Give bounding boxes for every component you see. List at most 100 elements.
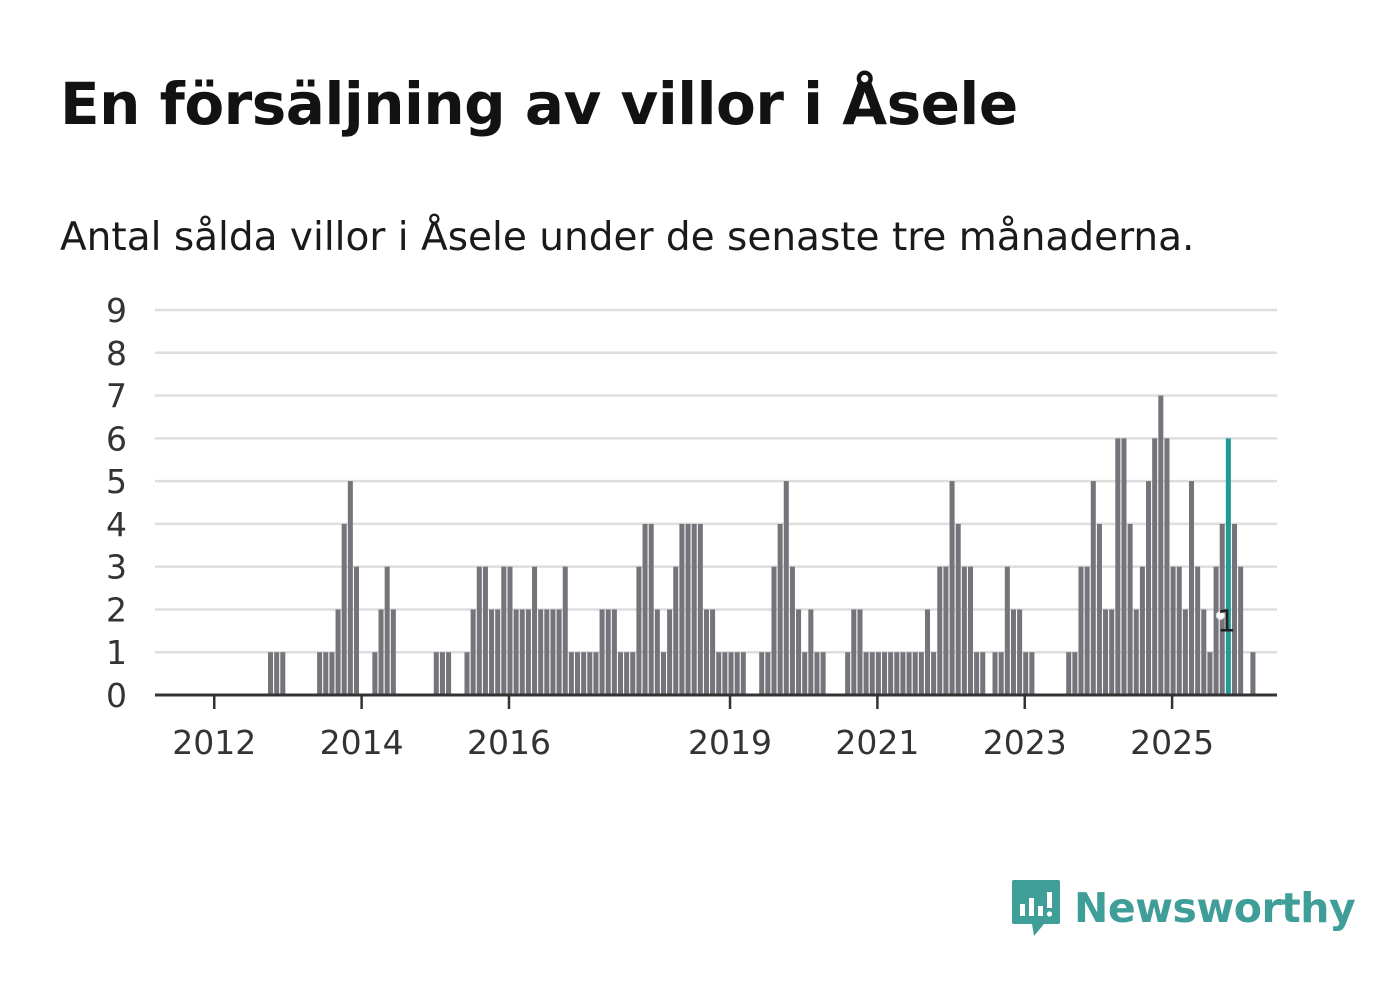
bar [918,652,924,695]
bar [1238,566,1244,695]
y-tick-label: 8 [106,334,127,373]
bar [1004,566,1010,695]
bar [980,652,986,695]
bar [949,481,955,695]
bar [820,652,826,695]
y-tick-label: 6 [106,419,127,458]
bar [1066,652,1072,695]
bar [1158,395,1164,695]
bar [888,652,894,695]
bar [789,566,795,695]
bar [667,609,673,695]
x-tick-label: 2021 [835,723,919,762]
bar [1078,566,1084,695]
bar [372,652,378,695]
bar [1176,566,1182,695]
bar [630,652,636,695]
newsworthy-logo: Newsworthy [1010,878,1356,938]
bar [390,609,396,695]
x-tick-label: 2012 [172,723,256,762]
bar [268,652,274,695]
x-tick-label: 2019 [688,723,772,762]
bar [869,652,875,695]
bar [955,523,961,695]
bar [924,609,931,695]
y-tick-label: 7 [106,377,127,416]
bar [532,566,538,695]
bar [802,652,808,695]
bar [513,609,519,695]
bar [728,652,734,695]
bar [446,652,452,695]
bar [1182,609,1188,695]
bar [1189,481,1195,695]
bar [967,566,973,695]
x-tick-label: 2014 [320,723,404,762]
bar [433,652,439,695]
bar [673,566,679,695]
bar [384,566,390,695]
bar [931,652,937,695]
bar [740,652,746,695]
bar [1109,609,1115,695]
bar [765,652,771,695]
bar [851,609,857,695]
bar [906,652,912,695]
newsworthy-chart-icon [1012,880,1060,936]
bar [808,609,814,695]
bar [1133,609,1139,695]
bar [1195,566,1201,695]
bar [857,609,863,695]
bar [593,652,599,695]
bar [575,652,581,695]
bar [1213,566,1219,695]
bar [961,566,967,695]
y-tick-label: 9 [106,291,127,330]
bar [1084,566,1090,695]
bar [1219,523,1225,695]
bar [882,652,888,695]
chart-subtitle: Antal sålda villor i Åsele under de sena… [60,215,1195,260]
bar [1103,609,1109,695]
bar [1201,609,1207,695]
bar [1146,481,1152,695]
bar [1115,438,1121,695]
bar [464,652,470,695]
bar [482,566,488,695]
bar [525,609,531,695]
bar [710,609,716,695]
bar [716,652,722,695]
chart-title: En försäljning av villor i Åsele [60,70,1018,138]
y-tick-label: 2 [106,590,127,629]
bar [599,609,605,695]
bar [1121,438,1127,695]
brand-name: Newsworthy [1074,884,1356,932]
bar [1090,481,1096,695]
bar [691,523,697,695]
bar [1164,438,1170,695]
bar [1023,652,1029,695]
bar [1207,652,1213,695]
bar [648,523,654,695]
bar [974,652,980,695]
x-tick-label: 2025 [1130,723,1214,762]
bar [998,652,1004,695]
bar [697,523,703,695]
bar [1029,652,1035,695]
bar [900,652,906,695]
bar [347,481,353,695]
bar [777,523,783,695]
bar [611,609,617,695]
bar [280,652,286,695]
bar [679,523,685,695]
bar [470,609,476,695]
bar [1139,566,1145,695]
bar [507,566,513,695]
bar [341,523,347,695]
bar [814,652,820,695]
bar [1017,609,1023,695]
bar [660,652,666,695]
bar [703,609,709,695]
y-tick-label: 5 [106,462,127,501]
